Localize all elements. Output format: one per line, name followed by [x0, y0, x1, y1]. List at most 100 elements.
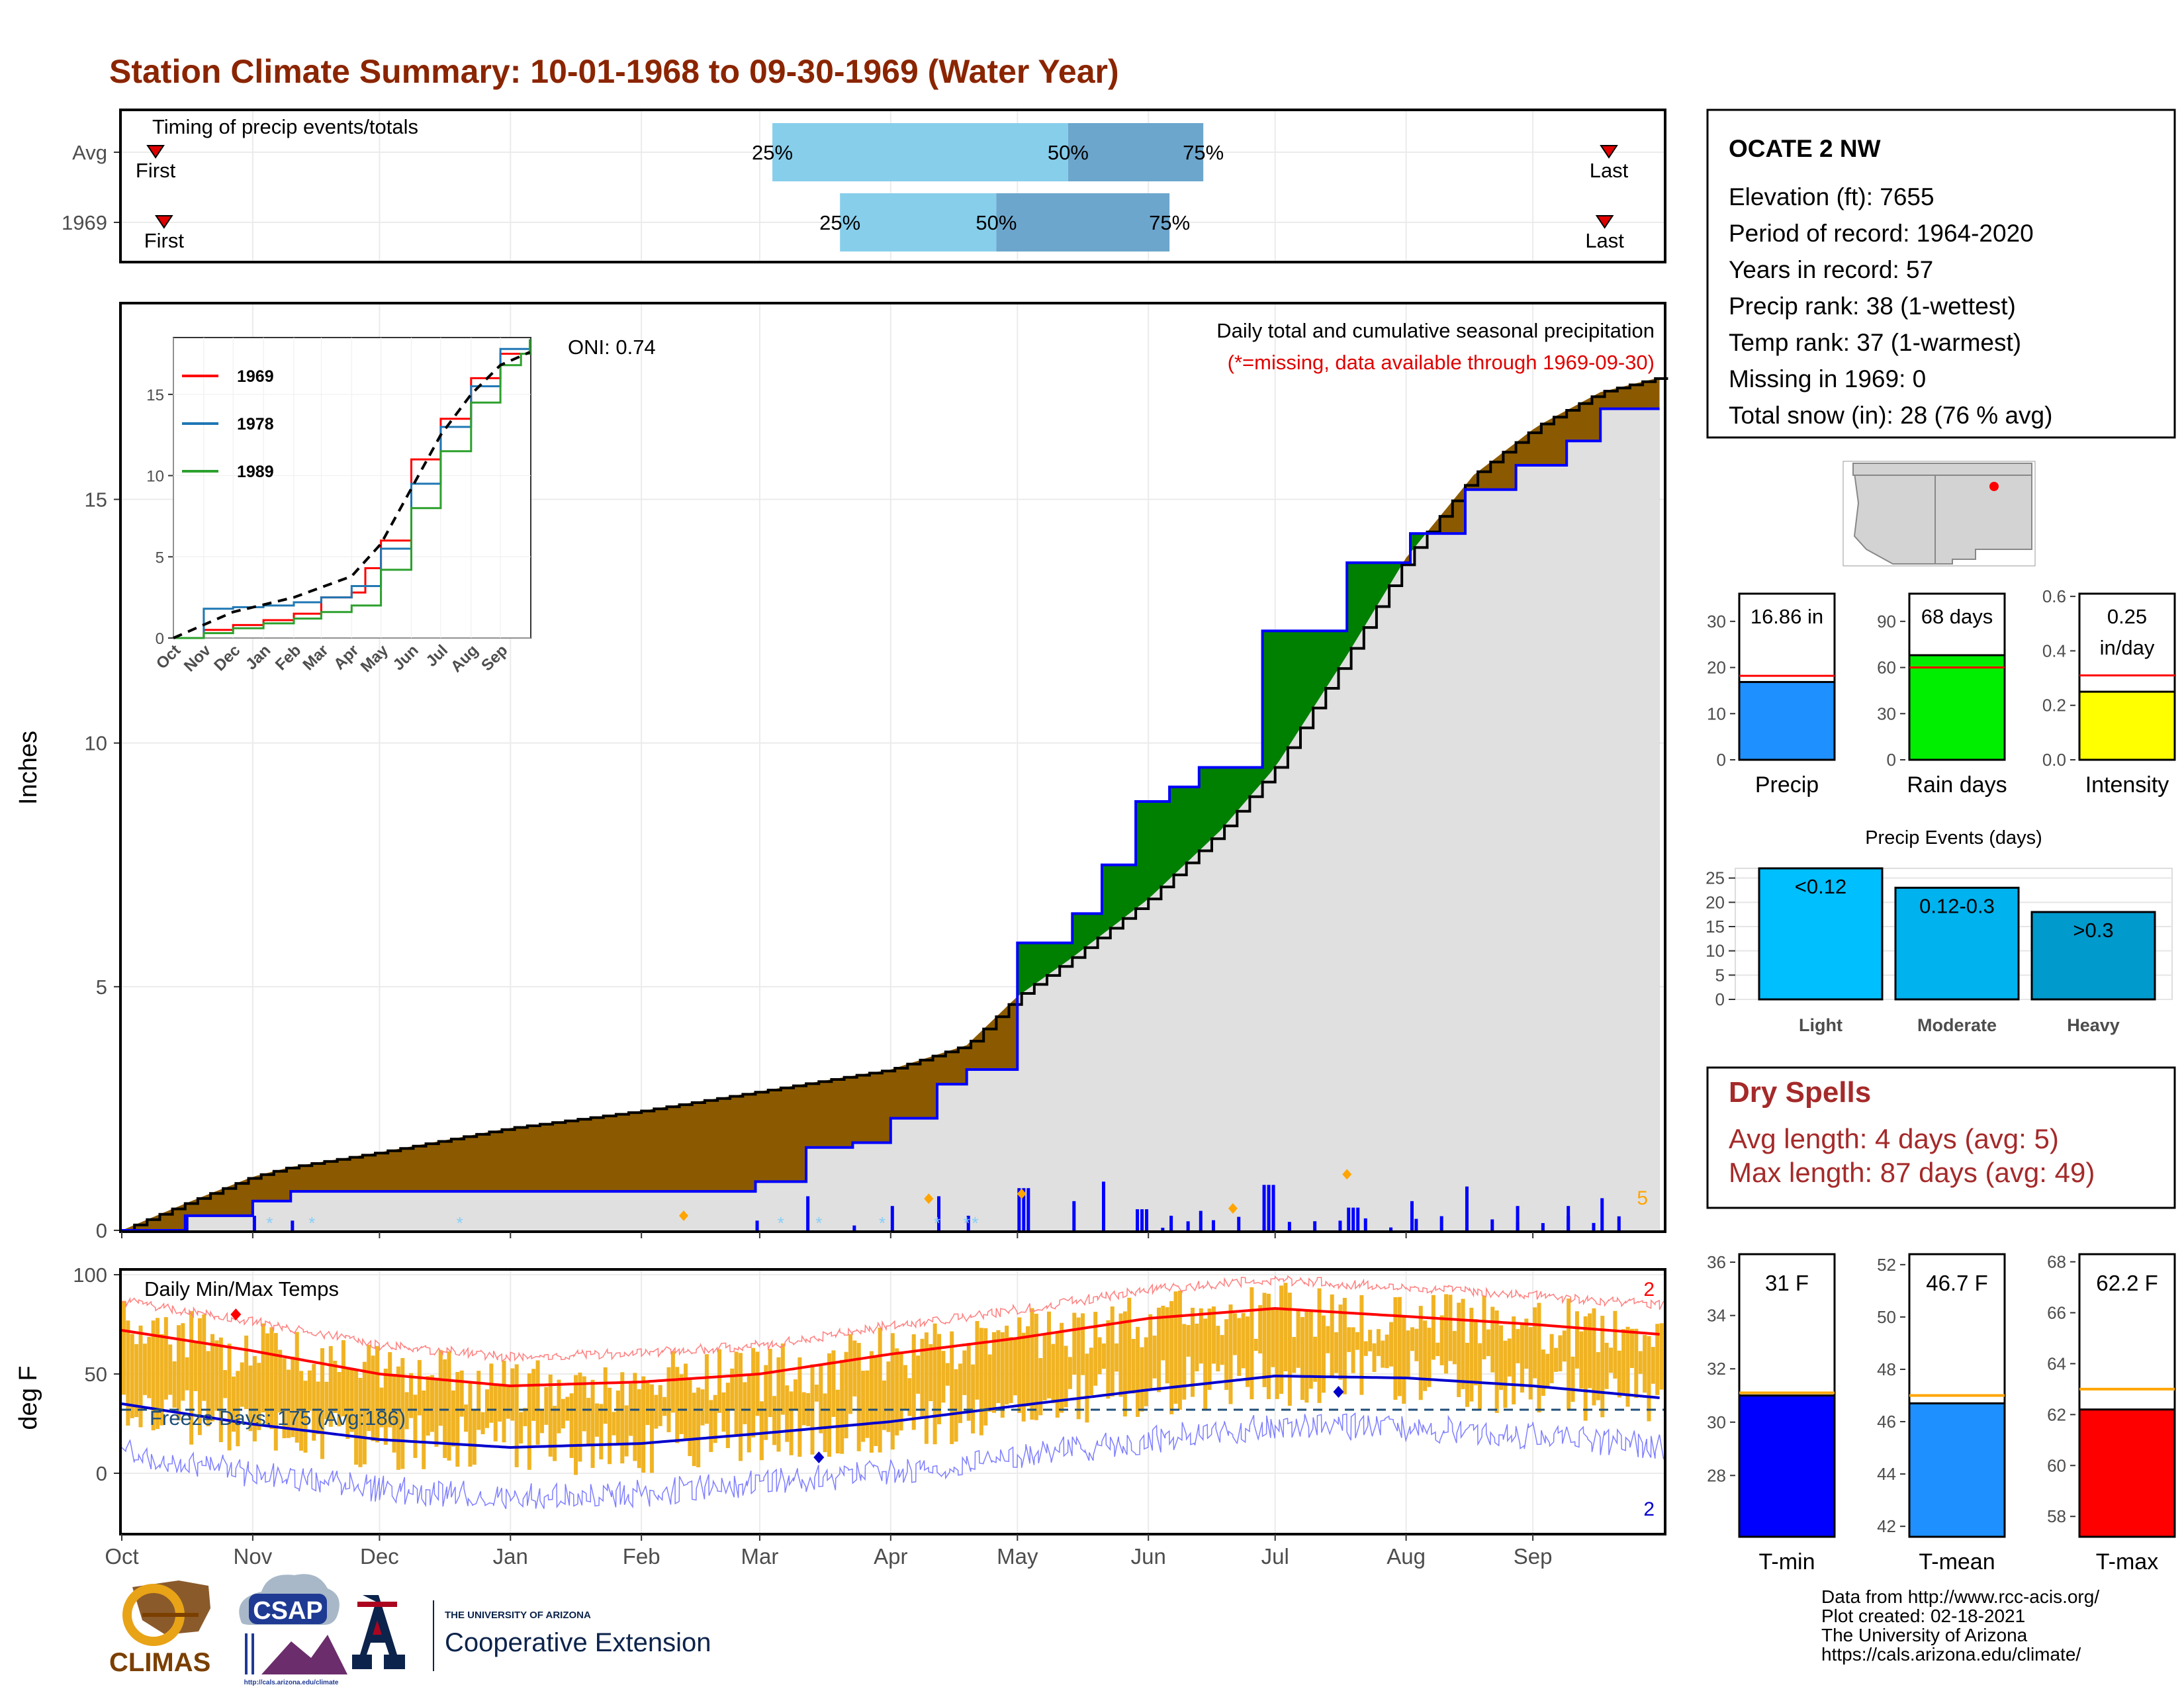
daily-temp-bar — [599, 1404, 604, 1460]
daily-temp-bar — [422, 1390, 426, 1469]
daily-precip-bar — [806, 1196, 810, 1230]
temp-bar-tick-label: 44 — [1877, 1464, 1896, 1484]
daily-temp-bar — [299, 1371, 304, 1451]
temp-bar-tick-label: 34 — [1707, 1306, 1726, 1326]
daily-temp-bar — [202, 1314, 206, 1401]
daily-temp-bar — [1152, 1335, 1157, 1379]
temp-bar-tick-label: 42 — [1877, 1516, 1896, 1536]
events-tick-label: 10 — [1706, 941, 1725, 961]
precip-events-chart: Precip Events (days) 0 5 10 15 20 25 <0.12 Light… — [1706, 827, 2173, 1035]
daily-temp-bar — [1136, 1326, 1140, 1417]
daily-temp-bar — [358, 1377, 363, 1467]
daily-temp-bar — [1283, 1283, 1288, 1371]
daily-temp-bar — [586, 1398, 591, 1447]
mini-bar-value-label: 68 days — [1921, 605, 1993, 628]
daily-temp-bar — [1583, 1316, 1588, 1421]
daily-precip-bar — [1072, 1201, 1076, 1230]
daily-temp-bar — [557, 1379, 561, 1434]
daily-temp-bar — [793, 1379, 797, 1410]
daily-temp-bar — [1389, 1322, 1394, 1367]
temp-corner-bottom: 2 — [1643, 1498, 1655, 1520]
quartile-bar-lower — [772, 123, 1068, 181]
daily-temp-bar — [1199, 1308, 1203, 1364]
daily-temp-bar — [924, 1332, 929, 1444]
station-info-line: Temp rank: 37 (1-warmest) — [1729, 329, 2021, 356]
daily-temp-bar — [438, 1349, 443, 1426]
daily-temp-bar — [785, 1385, 790, 1442]
daily-temp-bar — [519, 1412, 523, 1444]
daily-temp-bar — [1330, 1294, 1334, 1377]
daily-temp-bar — [1512, 1316, 1516, 1404]
daily-temp-bar — [1068, 1357, 1072, 1389]
quartile-label-75: 75% — [1149, 211, 1190, 234]
daily-precip-bar — [1351, 1207, 1355, 1230]
heavy-event-marker — [1017, 1188, 1026, 1199]
daily-temp-bar — [624, 1405, 629, 1457]
daily-temp-bar — [553, 1406, 557, 1461]
daily-temp-bar — [1469, 1307, 1474, 1402]
timing-panel: 25% 50% 75% First Last Avg 25% 50% 75% First Last 1… — [62, 109, 1666, 263]
daily-temp-bar — [1177, 1291, 1182, 1410]
daily-precip-bar — [1490, 1219, 1494, 1230]
mini-bar-tick-label: 10 — [1707, 704, 1726, 723]
daily-temp-bar — [1076, 1317, 1081, 1420]
daily-temp-bar — [852, 1340, 857, 1396]
svg-text:http://cals.arizona.edu/climat: http://cals.arizona.edu/climate — [244, 1679, 339, 1686]
daily-temp-bar — [1237, 1318, 1242, 1376]
daily-temp-bar — [1038, 1358, 1043, 1416]
daily-temp-bar — [498, 1384, 502, 1422]
daily-precip-bar — [1026, 1188, 1030, 1230]
daily-temp-bar — [1461, 1299, 1465, 1389]
daily-precip-bar — [755, 1220, 759, 1230]
daily-temp-bar — [1520, 1322, 1524, 1393]
daily-temp-bar — [1431, 1295, 1435, 1360]
daily-temp-bar — [717, 1349, 722, 1413]
daily-temp-bar — [468, 1383, 473, 1467]
daily-temp-bar — [506, 1386, 510, 1419]
daily-temp-bar — [1533, 1307, 1537, 1379]
daily-temp-bar — [1347, 1327, 1351, 1352]
footer-line: Plot created: 02-18-2021 — [1821, 1606, 2025, 1626]
temp-bar-value-label: 46.7 F — [1926, 1271, 1988, 1295]
daily-temp-bar — [1342, 1297, 1347, 1394]
daily-temp-bar — [142, 1344, 147, 1395]
inset-series-1989 — [173, 339, 531, 639]
daily-temp-bar — [759, 1401, 764, 1461]
inset-month-label: Jun — [389, 641, 422, 674]
daily-temp-bar — [451, 1390, 455, 1447]
daily-precip-bar — [1389, 1227, 1393, 1230]
daily-temp-bar — [937, 1334, 942, 1425]
daily-temp-bar — [210, 1334, 215, 1422]
daily-temp-bar — [1250, 1287, 1254, 1400]
daily-temp-bar — [962, 1350, 967, 1395]
quartile-label-25: 25% — [752, 141, 793, 164]
daily-temp-bar — [776, 1357, 781, 1452]
quartile-bar-upper — [1068, 123, 1204, 181]
daily-temp-bar — [670, 1351, 675, 1413]
events-tick-label: 0 — [1715, 989, 1725, 1009]
daily-temp-bar — [426, 1376, 430, 1436]
daily-temp-bar — [409, 1373, 414, 1418]
quartile-label-75: 75% — [1183, 141, 1224, 164]
daily-temp-bar — [489, 1363, 494, 1423]
daily-temp-bar — [1613, 1310, 1617, 1379]
daily-temp-bar — [882, 1380, 887, 1430]
daily-temp-bar — [1647, 1336, 1651, 1422]
daily-temp-bar — [337, 1372, 341, 1427]
record-max-line — [121, 1275, 1664, 1363]
daily-temp-bar — [958, 1363, 962, 1424]
daily-precip-bar — [966, 1215, 970, 1230]
daily-temp-bar — [341, 1340, 345, 1416]
precip-tick-label: 0 — [96, 1219, 107, 1242]
daily-temp-bar — [1406, 1330, 1410, 1377]
daily-temp-bar — [1144, 1337, 1148, 1406]
daily-temp-bar — [615, 1391, 620, 1444]
timing-row-label: Avg — [72, 141, 107, 164]
mini-bar-tick-label: 0.0 — [2042, 750, 2066, 770]
daily-temp-bar — [1621, 1329, 1626, 1394]
daily-temp-bar — [1567, 1298, 1571, 1410]
daily-temp-bar — [1072, 1312, 1077, 1375]
daily-temp-bar — [514, 1364, 519, 1467]
